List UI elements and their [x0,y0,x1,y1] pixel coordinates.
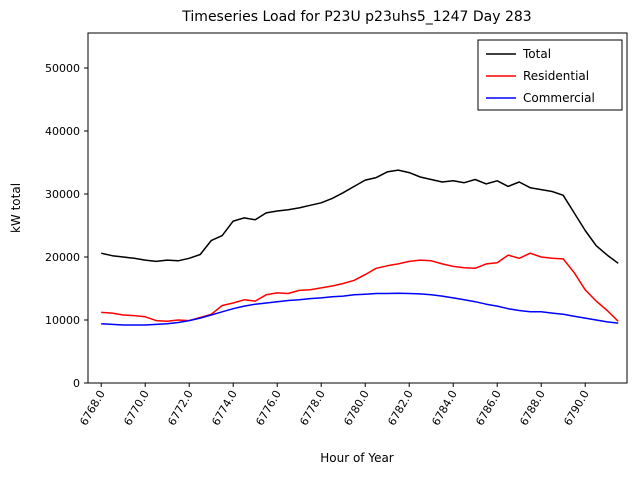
series-line-commercial [101,292,619,326]
y-tick-label: 30000 [45,188,80,201]
chart-title: Timeseries Load for P23U p23uhs5_1247 Da… [181,9,531,25]
legend: Total Residential Commercial [477,39,623,111]
series-line-total [101,169,619,264]
x-tick-label: 6786.0 [473,388,504,428]
y-tick-label: 0 [73,377,80,390]
x-tick-label: 6768.0 [77,388,108,428]
plot-area-border [87,32,628,384]
x-tick-labels: 6768.0 6770.0 6772.0 6774.0 6776.0 6778.0 6780… [77,383,592,428]
x-tick-label: 6778.0 [297,388,328,428]
x-tick-label: 6772.0 [165,388,196,428]
y-tick-label: 50000 [45,62,80,75]
x-tick-label: 6776.0 [253,388,284,428]
x-tick-label: 6782.0 [385,388,416,428]
y-tick-labels: 0 10000 20000 30000 40000 50000 [45,62,88,390]
x-tick-label: 6788.0 [517,388,548,428]
x-tick-label: 6770.0 [121,388,152,428]
legend-label-residential: Residential [523,69,589,83]
x-tick-label: 6774.0 [209,388,240,428]
x-axis-label: Hour of Year [320,451,394,465]
y-axis-label: kW total [9,183,23,233]
y-tick-label: 20000 [45,251,80,264]
x-tick-label: 6784.0 [429,388,460,428]
series-lines [101,169,619,326]
x-tick-label: 6780.0 [341,388,372,428]
legend-entry-residential: Residential [486,69,589,83]
legend-entry-commercial: Commercial [486,91,595,105]
legend-label-total: Total [522,47,551,61]
y-tick-label: 10000 [45,314,80,327]
legend-label-commercial: Commercial [523,91,595,105]
x-tick-label: 6790.0 [561,388,592,428]
legend-entry-total: Total [486,47,551,61]
y-tick-label: 40000 [45,125,80,138]
legend-box [477,39,623,111]
